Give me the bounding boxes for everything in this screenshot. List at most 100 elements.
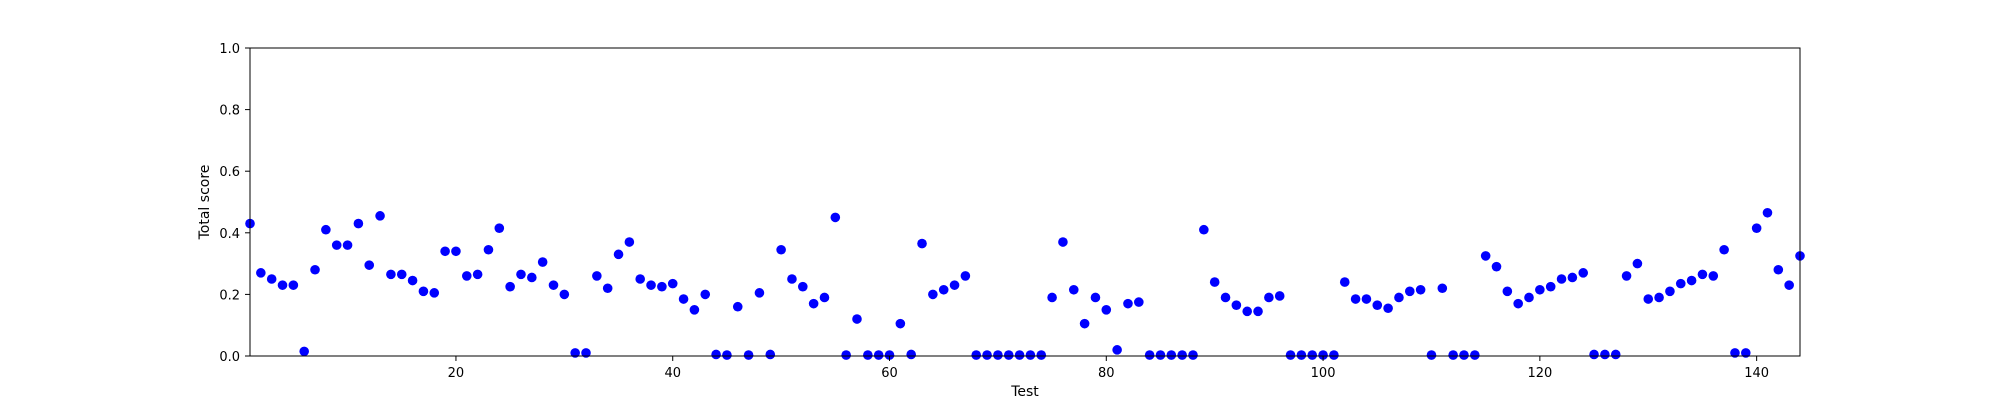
x-tick-label: 120 [1527, 366, 1552, 381]
data-point [1773, 264, 1784, 275]
data-point [646, 280, 656, 290]
data-point [1675, 278, 1686, 289]
data-point [1524, 292, 1534, 303]
data-point [1361, 294, 1372, 304]
data-point [461, 271, 472, 281]
data-point [863, 350, 873, 360]
data-point [1318, 350, 1328, 360]
data-point [581, 348, 591, 358]
data-point [256, 268, 266, 278]
data-point [613, 249, 624, 260]
data-point [1459, 350, 1469, 360]
data-point [1003, 350, 1014, 360]
data-point [407, 275, 418, 286]
x-tick-label: 40 [664, 366, 681, 381]
data-point [765, 349, 776, 360]
data-point [1199, 224, 1209, 235]
data-point [321, 224, 331, 235]
y-tick-label: 0.4 [219, 227, 240, 242]
y-tick-label: 0.2 [219, 288, 240, 303]
data-point [299, 346, 309, 357]
data-point [938, 284, 949, 295]
data-point [1741, 348, 1751, 358]
data-point [1112, 345, 1122, 355]
data-point [1079, 318, 1090, 329]
data-point [1025, 350, 1036, 360]
data-point [1686, 275, 1697, 286]
data-point [1751, 223, 1762, 233]
data-point [527, 272, 537, 283]
data-point [1068, 284, 1079, 295]
data-point [928, 289, 938, 300]
data-point [1339, 277, 1350, 287]
data-point [1264, 292, 1274, 303]
data-point [1621, 271, 1632, 281]
data-point [1491, 261, 1502, 272]
data-point [1274, 291, 1285, 301]
data-point [993, 350, 1003, 360]
y-tick-label: 0.0 [219, 350, 240, 365]
data-point [1253, 306, 1263, 317]
data-point [841, 350, 851, 360]
data-point [602, 283, 613, 294]
data-point [472, 269, 483, 280]
data-point [1329, 350, 1339, 360]
data-point [917, 238, 927, 249]
data-point [635, 274, 646, 284]
data-point [1047, 292, 1057, 303]
data-point [1502, 286, 1513, 297]
data-point [1654, 292, 1664, 303]
data-point [548, 280, 559, 290]
data-point [1036, 350, 1047, 360]
data-points [245, 207, 1805, 360]
data-point [657, 281, 667, 292]
data-point [418, 286, 429, 297]
data-point [364, 260, 375, 270]
data-point [1762, 207, 1773, 218]
data-point [743, 350, 754, 360]
data-point [1177, 350, 1187, 360]
data-point [667, 278, 678, 289]
data-point [386, 269, 396, 280]
data-point [1437, 283, 1448, 294]
data-point [1665, 286, 1675, 297]
data-point [873, 350, 884, 360]
data-point [1209, 277, 1220, 287]
y-tick-label: 1.0 [219, 42, 240, 57]
data-point [678, 294, 689, 304]
data-point [375, 211, 385, 221]
data-point [1090, 292, 1101, 303]
data-point [1144, 350, 1155, 360]
data-point [1632, 258, 1643, 269]
data-point [1307, 350, 1318, 360]
data-point [1513, 298, 1523, 309]
data-point [1404, 286, 1415, 297]
x-tick-label: 80 [1098, 366, 1115, 381]
data-point [266, 274, 277, 284]
data-point [505, 281, 515, 292]
x-tick-label: 20 [448, 366, 465, 381]
data-point [429, 288, 440, 298]
x-tick-label: 60 [881, 366, 898, 381]
data-point [624, 237, 635, 247]
data-point [288, 280, 299, 290]
data-point [570, 348, 580, 358]
data-point [1610, 349, 1621, 360]
x-axis-ticks: 20 40 60 80 100 120 140 [448, 356, 1769, 381]
x-tick-label: 140 [1744, 366, 1769, 381]
data-point [1730, 348, 1740, 358]
data-point [1589, 349, 1599, 360]
data-point [808, 298, 819, 309]
data-point [516, 269, 526, 280]
data-point [1058, 237, 1068, 247]
data-point [451, 246, 461, 257]
data-point [1014, 350, 1025, 360]
data-point [1719, 244, 1729, 255]
data-point [1708, 271, 1719, 281]
data-point [1372, 300, 1383, 310]
data-point [1545, 281, 1556, 292]
data-point [1231, 300, 1242, 310]
data-point [1123, 298, 1133, 309]
data-point [494, 223, 505, 233]
